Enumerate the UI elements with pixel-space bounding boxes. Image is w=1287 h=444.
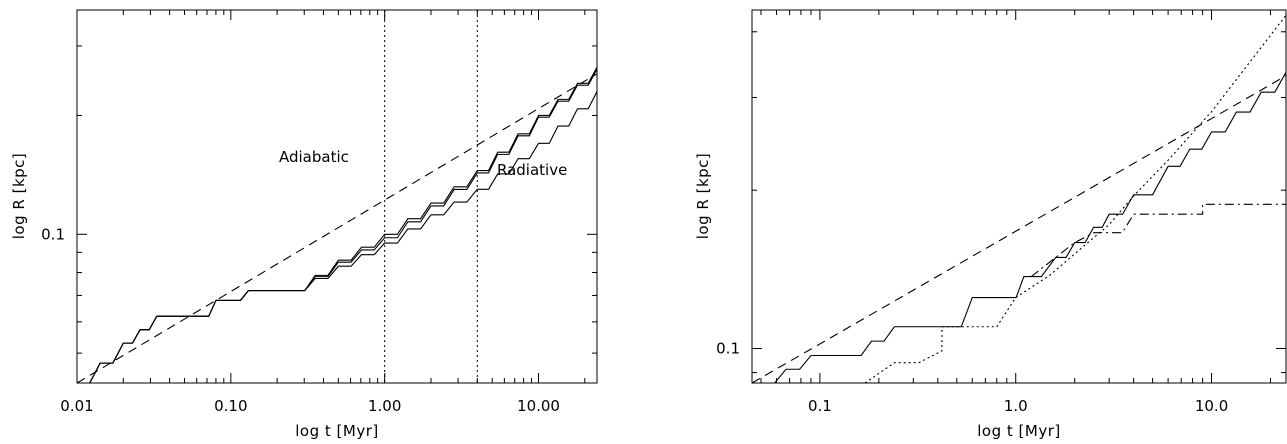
series-line-1 bbox=[760, 72, 1287, 384]
left-panel: 0.01 0.10 1.00 10.00 0.1 log t [Myr] log R [… bbox=[10, 9, 598, 440]
annotation-adiabatic: Adiabatic bbox=[279, 148, 349, 166]
right-x-axis-label: log t [Myr] bbox=[977, 422, 1060, 440]
y-tick-label: 0.1 bbox=[41, 225, 65, 243]
series-line-2 bbox=[77, 66, 598, 384]
x-tick-label: 10.0 bbox=[1195, 397, 1228, 415]
x-tick-label: 1.0 bbox=[1004, 397, 1028, 415]
left-x-axis-label: log t [Myr] bbox=[295, 422, 378, 440]
x-tick-label: 0.01 bbox=[60, 397, 93, 415]
x-tick-label: 1.00 bbox=[368, 397, 401, 415]
right-panel: 0.1 1.0 10.0 0.1 log t [Myr] log R [kpc] bbox=[694, 9, 1287, 440]
x-tick-label: 10.00 bbox=[517, 397, 560, 415]
right-plot-frame bbox=[751, 9, 1287, 384]
left-y-axis-label: log R [kpc] bbox=[10, 153, 28, 239]
x-tick-label: 0.10 bbox=[214, 397, 247, 415]
y-tick-label: 0.1 bbox=[716, 340, 740, 358]
left-plot-frame bbox=[76, 9, 598, 384]
series-line-4 bbox=[76, 73, 598, 384]
series-line-3 bbox=[864, 14, 1287, 384]
series-line-1 bbox=[77, 91, 598, 384]
right-y-axis-label: log R [kpc] bbox=[694, 153, 712, 239]
series-line-2 bbox=[751, 75, 1287, 384]
series-line-3 bbox=[77, 68, 598, 384]
annotation-radiative: Radiative bbox=[497, 161, 567, 179]
series-line-4 bbox=[1030, 203, 1286, 278]
x-tick-label: 0.1 bbox=[808, 397, 832, 415]
